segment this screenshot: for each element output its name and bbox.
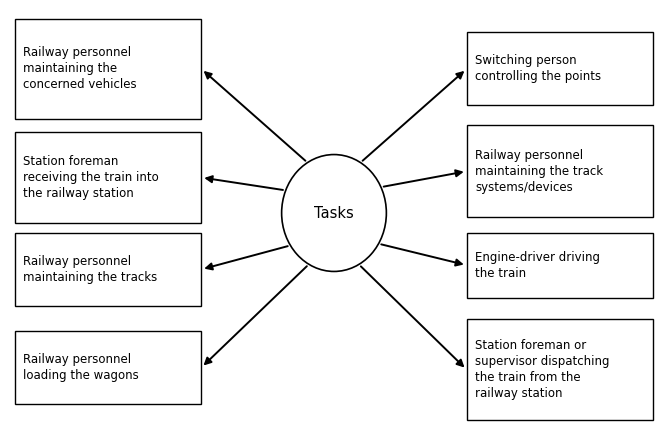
- Text: Switching person
controlling the points: Switching person controlling the points: [475, 55, 601, 83]
- Ellipse shape: [282, 155, 386, 271]
- Text: Tasks: Tasks: [314, 205, 354, 221]
- Text: Railway personnel
maintaining the
concerned vehicles: Railway personnel maintaining the concer…: [23, 46, 137, 92]
- FancyBboxPatch shape: [15, 331, 202, 404]
- Text: Station foreman or
supervisor dispatching
the train from the
railway station: Station foreman or supervisor dispatchin…: [475, 339, 610, 400]
- FancyBboxPatch shape: [15, 233, 202, 306]
- FancyBboxPatch shape: [466, 125, 653, 217]
- Text: Station foreman
receiving the train into
the railway station: Station foreman receiving the train into…: [23, 155, 159, 200]
- FancyBboxPatch shape: [466, 32, 653, 106]
- Text: Railway personnel
maintaining the tracks: Railway personnel maintaining the tracks: [23, 255, 158, 284]
- FancyBboxPatch shape: [15, 19, 202, 119]
- FancyBboxPatch shape: [466, 233, 653, 297]
- FancyBboxPatch shape: [15, 132, 202, 223]
- Text: Railway personnel
maintaining the track
systems/devices: Railway personnel maintaining the track …: [475, 149, 603, 194]
- FancyBboxPatch shape: [466, 320, 653, 420]
- Text: Engine-driver driving
the train: Engine-driver driving the train: [475, 250, 600, 280]
- Text: Railway personnel
loading the wagons: Railway personnel loading the wagons: [23, 353, 139, 382]
